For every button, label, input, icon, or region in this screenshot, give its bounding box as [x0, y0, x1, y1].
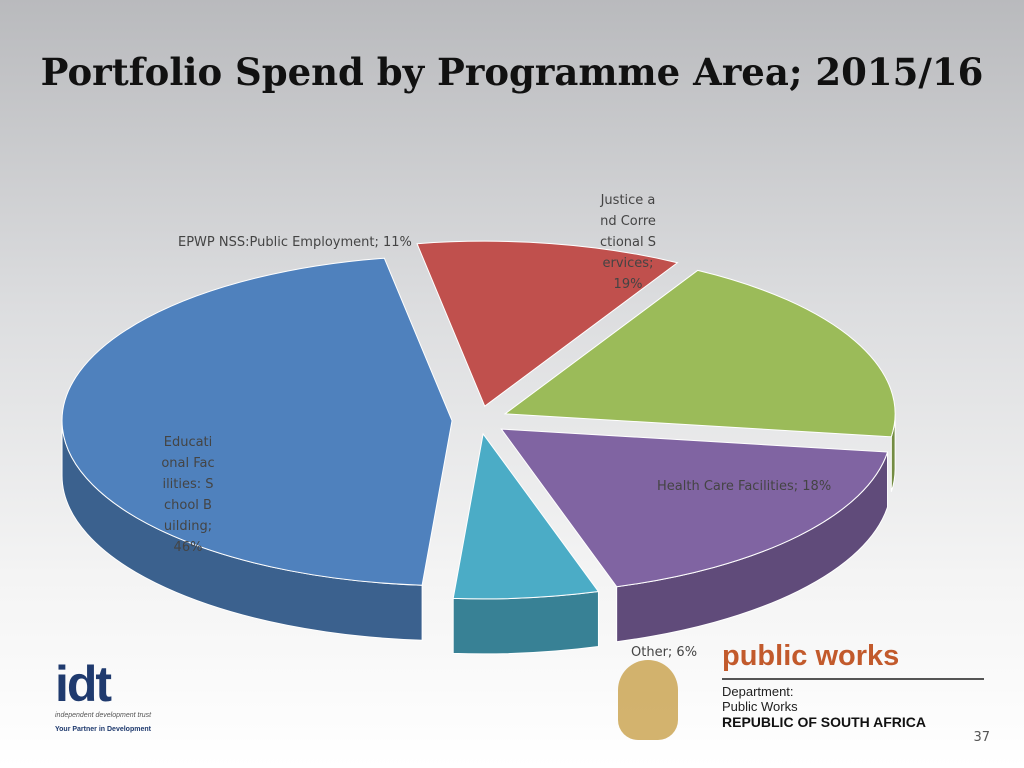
idt-tagline: Your Partner in Development — [55, 726, 151, 733]
divider — [722, 678, 984, 680]
pw-country: REPUBLIC OF SOUTH AFRICA — [722, 714, 927, 730]
data-label: Health Care Facilities; 18% — [657, 479, 832, 494]
data-label: Justice and Correctional Services; 19% — [600, 193, 657, 292]
data-label: EPWP NSS:Public Employment; 11% — [178, 235, 412, 250]
pie-slice — [503, 269, 896, 438]
page-number: 37 — [973, 730, 990, 745]
pie-slice — [500, 428, 889, 588]
pie-slice — [416, 240, 679, 407]
pw-logo: public works — [722, 640, 900, 672]
pie-slice — [452, 432, 600, 600]
pw-department: Department: — [722, 684, 794, 699]
slide-title: Portfolio Spend by Programme Area; 2015/… — [40, 50, 984, 94]
coat-of-arms — [618, 660, 678, 740]
data-label: Educational Facilities: School Building;… — [161, 435, 215, 555]
idt-name: independent development trust — [55, 712, 152, 719]
pie-slice-side — [452, 590, 599, 655]
idt-logo: idt — [55, 656, 112, 712]
pie-slice — [61, 257, 453, 586]
pw-name: Public Works — [722, 699, 798, 714]
data-label: Other; 6% — [631, 645, 698, 660]
